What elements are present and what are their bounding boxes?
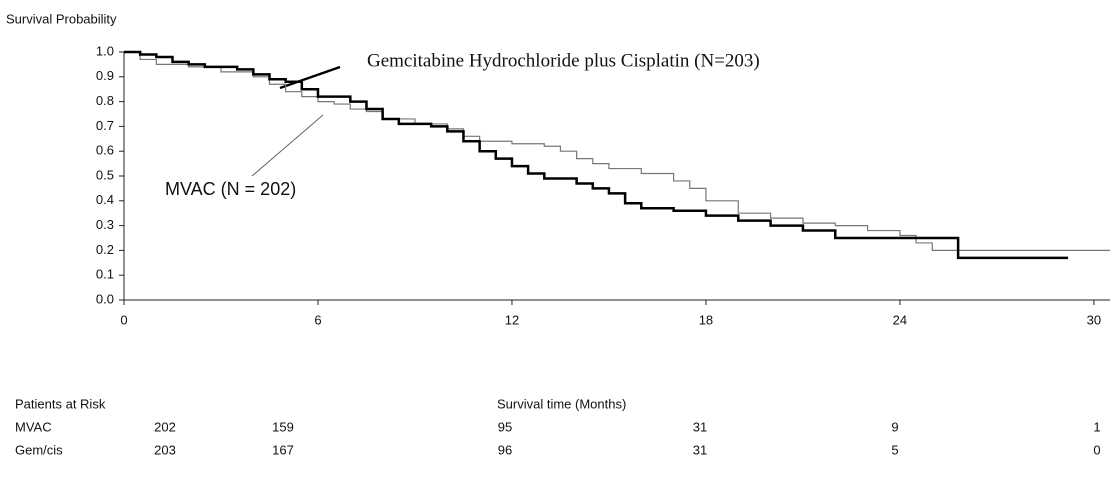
risk-value: 203 — [154, 442, 176, 457]
risk-value: 31 — [693, 442, 707, 457]
risk-value: 9 — [891, 419, 898, 434]
risk-value: 5 — [891, 442, 898, 457]
annotation-leader — [279, 65, 341, 90]
y-tick-label: 0.2 — [96, 242, 114, 257]
survival-curve — [124, 51, 1111, 251]
y-tick-label: 0.0 — [96, 291, 114, 306]
y-tick-label: 0.5 — [96, 167, 114, 182]
x-tick-label: 12 — [505, 312, 519, 327]
risk-value: 0 — [1093, 442, 1100, 457]
y-tick-label: 0.4 — [96, 192, 114, 207]
annotation-leader — [251, 114, 324, 177]
x-tick-label: 30 — [1087, 312, 1101, 327]
risk-value: 202 — [154, 419, 176, 434]
risk-value: 96 — [498, 442, 512, 457]
survival-curve — [124, 50, 1069, 260]
y-axis-label: Survival Probability — [6, 11, 117, 26]
risk-row-label: Gem/cis — [15, 442, 63, 457]
risk-value: 167 — [272, 442, 294, 457]
risk-table-title: Patients at Risk — [15, 396, 106, 411]
annotation: Gemcitabine Hydrochloride plus Cisplatin… — [367, 50, 760, 71]
x-tick-label: 24 — [893, 312, 907, 327]
risk-value: 159 — [272, 419, 294, 434]
annotation: MVAC (N = 202) — [165, 179, 296, 199]
y-tick-label: 0.1 — [96, 267, 114, 282]
x-tick-label: 18 — [699, 312, 713, 327]
x-tick-label: 6 — [314, 312, 321, 327]
x-tick-label: 0 — [120, 312, 127, 327]
y-tick-label: 0.9 — [96, 68, 114, 83]
y-tick-label: 0.8 — [96, 93, 114, 108]
y-tick-label: 0.3 — [96, 217, 114, 232]
risk-value: 31 — [693, 419, 707, 434]
y-tick-label: 0.7 — [96, 118, 114, 133]
risk-value: 1 — [1093, 419, 1100, 434]
y-tick-label: 1.0 — [96, 43, 114, 58]
risk-row-label: MVAC — [15, 419, 52, 434]
x-axis-label: Survival time (Months) — [497, 396, 626, 411]
risk-value: 95 — [498, 419, 512, 434]
y-tick-label: 0.6 — [96, 143, 114, 158]
